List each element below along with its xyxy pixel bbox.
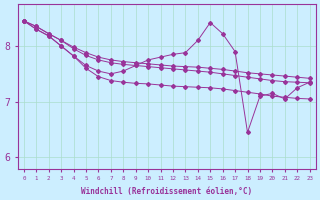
X-axis label: Windchill (Refroidissement éolien,°C): Windchill (Refroidissement éolien,°C) (81, 187, 252, 196)
